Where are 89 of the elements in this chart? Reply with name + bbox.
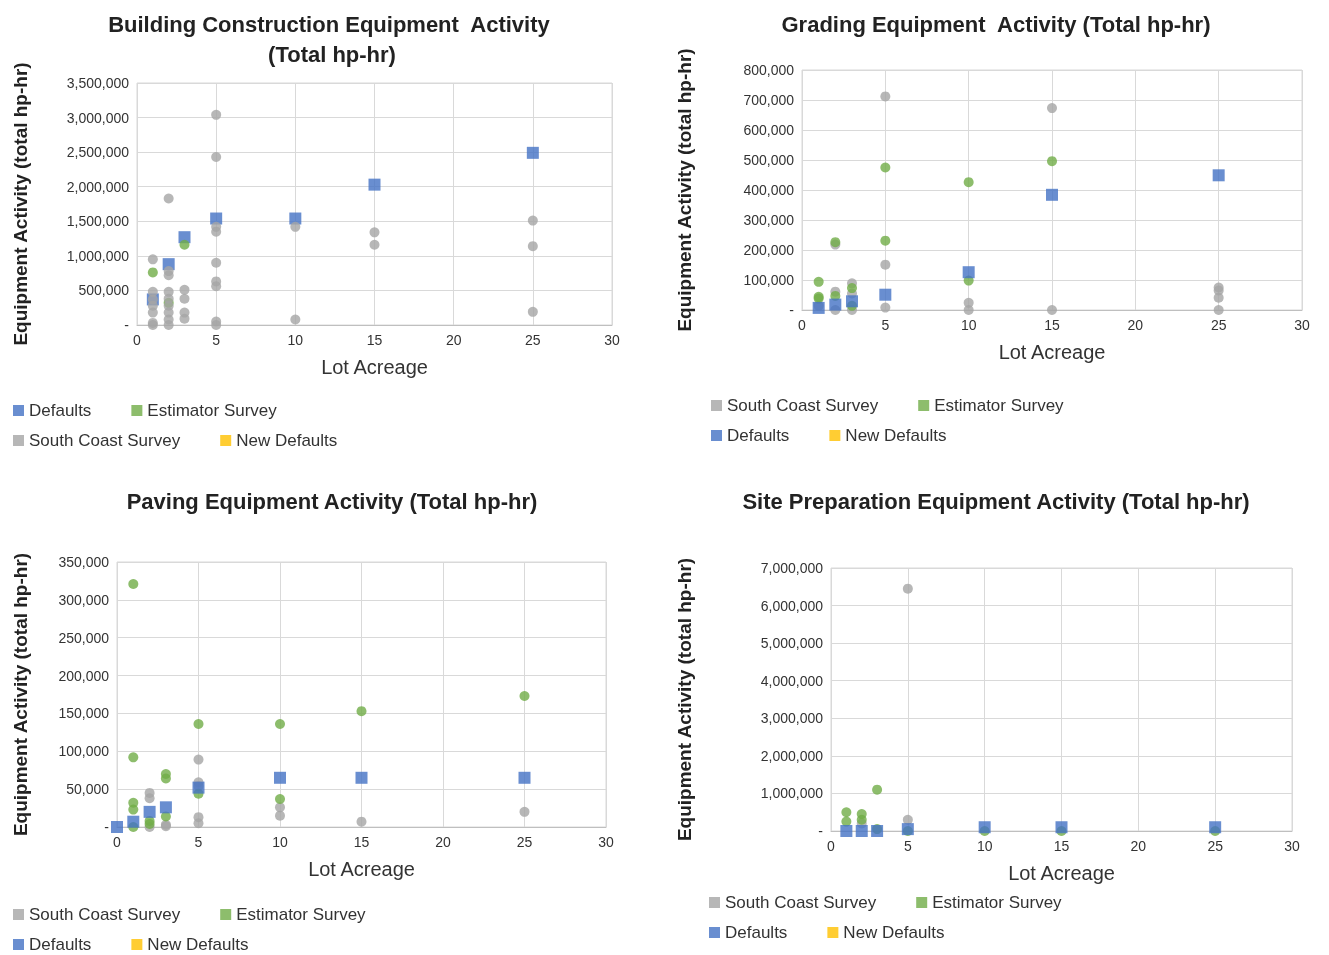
legend-label: New Defaults — [843, 923, 945, 942]
legend-label: Defaults — [29, 935, 92, 954]
legend-label: Estimator Survey — [934, 396, 1065, 415]
legend-label: Defaults — [727, 426, 790, 445]
legend-label: South Coast Survey — [725, 893, 877, 912]
x-tick-label: 0 — [113, 834, 122, 850]
y-tick-label: 3,000,000 — [760, 710, 824, 727]
y-tick-label: 100,000 — [58, 743, 110, 760]
x-axis-title: Lot Acreage — [321, 356, 428, 378]
x-tick-label: 15 — [366, 332, 383, 348]
y-tick-label: 2,500,000 — [66, 144, 130, 161]
x-tick-label: 15 — [353, 834, 370, 850]
x-tick-label: 30 — [604, 332, 620, 348]
y-tick-label: 800,000 — [743, 62, 795, 78]
x-tick-label: 30 — [1284, 838, 1300, 854]
x-axis-title: Lot Acreage — [1008, 862, 1115, 884]
legend-label: South Coast Survey — [29, 431, 181, 450]
y-tick-label: 500,000 — [743, 152, 795, 168]
y-tick-label: 250,000 — [58, 629, 110, 646]
y-tick-label: 300,000 — [743, 212, 795, 228]
chart-title: Building Construction Equipment Activity (Total hp-hr) — [108, 11, 556, 67]
y-tick-label: 3,000,000 — [66, 109, 130, 126]
x-tick-label: 15 — [1053, 838, 1070, 854]
y-axis-title: Equipment Activity (total hp-hr) — [10, 552, 31, 837]
y-tick-label: 5,000,000 — [760, 635, 824, 652]
y-tick-label: 6,000,000 — [760, 597, 824, 614]
x-tick-label: 0 — [133, 332, 142, 348]
x-tick-label: 20 — [1130, 838, 1147, 854]
x-tick-label: 5 — [903, 838, 912, 854]
y-tick-label: - — [789, 302, 795, 318]
y-tick-label: 7,000,000 — [760, 560, 824, 576]
y-tick-label: 400,000 — [743, 182, 795, 198]
y-tick-label: 2,000,000 — [66, 178, 130, 195]
y-tick-label: 200,000 — [743, 242, 795, 258]
y-tick-label: 600,000 — [743, 122, 795, 138]
x-tick-label: 25 — [516, 834, 533, 850]
legend-label: Defaults — [29, 401, 92, 420]
y-axis-title: Equipment Activity (total hp-hr) — [10, 62, 31, 346]
legend-label: South Coast Survey — [29, 905, 181, 924]
y-tick-label: 150,000 — [58, 705, 110, 722]
y-tick-label: 50,000 — [66, 781, 110, 798]
chart-title: Grading Equipment Activity (Total hp-hr) — [781, 11, 1211, 37]
y-axis-title: Equipment Activity (total hp-hr) — [674, 557, 695, 842]
y-tick-label: 500,000 — [78, 282, 130, 299]
x-tick-label: 5 — [881, 317, 890, 333]
x-tick-label: 30 — [598, 834, 614, 850]
legend-label: New Defaults — [236, 431, 338, 450]
x-tick-label: 10 — [960, 317, 977, 333]
legend-label: Estimator Survey — [932, 893, 1063, 912]
legend-label: Estimator Survey — [236, 905, 367, 924]
y-tick-label: - — [104, 819, 110, 835]
x-tick-label: 0 — [827, 838, 836, 854]
y-tick-label: 2,000,000 — [760, 747, 824, 764]
x-tick-label: 15 — [1044, 317, 1060, 333]
x-tick-label: 25 — [1210, 317, 1227, 333]
y-tick-label: 700,000 — [743, 92, 795, 108]
chart-title: Site Preparation Equipment Activity (Total hp-hr) — [742, 488, 1250, 514]
x-tick-label: 5 — [212, 332, 221, 348]
y-tick-label: 1,500,000 — [66, 213, 130, 230]
x-tick-label: 5 — [194, 834, 203, 850]
x-tick-label: 20 — [435, 834, 451, 850]
x-tick-label: 10 — [976, 838, 993, 854]
chart-title: Paving Equipment Activity (Total hp-hr) — [126, 488, 538, 514]
legend-label: Defaults — [725, 923, 788, 942]
legend-label: South Coast Survey — [727, 396, 879, 415]
y-tick-label: - — [124, 317, 130, 333]
x-axis-title: Lot Acreage — [308, 858, 415, 880]
x-tick-label: 25 — [1207, 838, 1224, 854]
y-tick-label: 1,000,000 — [66, 247, 130, 264]
y-axis-title: Equipment Activity (total hp-hr) — [674, 48, 695, 332]
legend-label: New Defaults — [845, 426, 947, 445]
x-tick-label: 10 — [287, 332, 304, 348]
y-tick-label: - — [818, 823, 824, 839]
y-tick-label: 4,000,000 — [760, 672, 824, 689]
x-tick-label: 30 — [1294, 317, 1310, 333]
x-tick-label: 0 — [798, 317, 807, 333]
x-axis-title: Lot Acreage — [998, 341, 1106, 363]
legend-label: Estimator Survey — [147, 401, 278, 420]
y-tick-label: 1,000,000 — [760, 785, 824, 802]
x-tick-label: 20 — [445, 332, 462, 348]
y-tick-label: 200,000 — [58, 667, 110, 684]
y-tick-label: 300,000 — [58, 591, 110, 608]
y-tick-label: 350,000 — [58, 554, 110, 570]
x-tick-label: 20 — [1127, 317, 1144, 333]
y-tick-label: 3,500,000 — [66, 75, 130, 91]
legend-label: New Defaults — [147, 935, 249, 954]
x-tick-label: 25 — [525, 332, 541, 348]
x-tick-label: 10 — [272, 834, 288, 850]
y-tick-label: 100,000 — [743, 272, 795, 288]
